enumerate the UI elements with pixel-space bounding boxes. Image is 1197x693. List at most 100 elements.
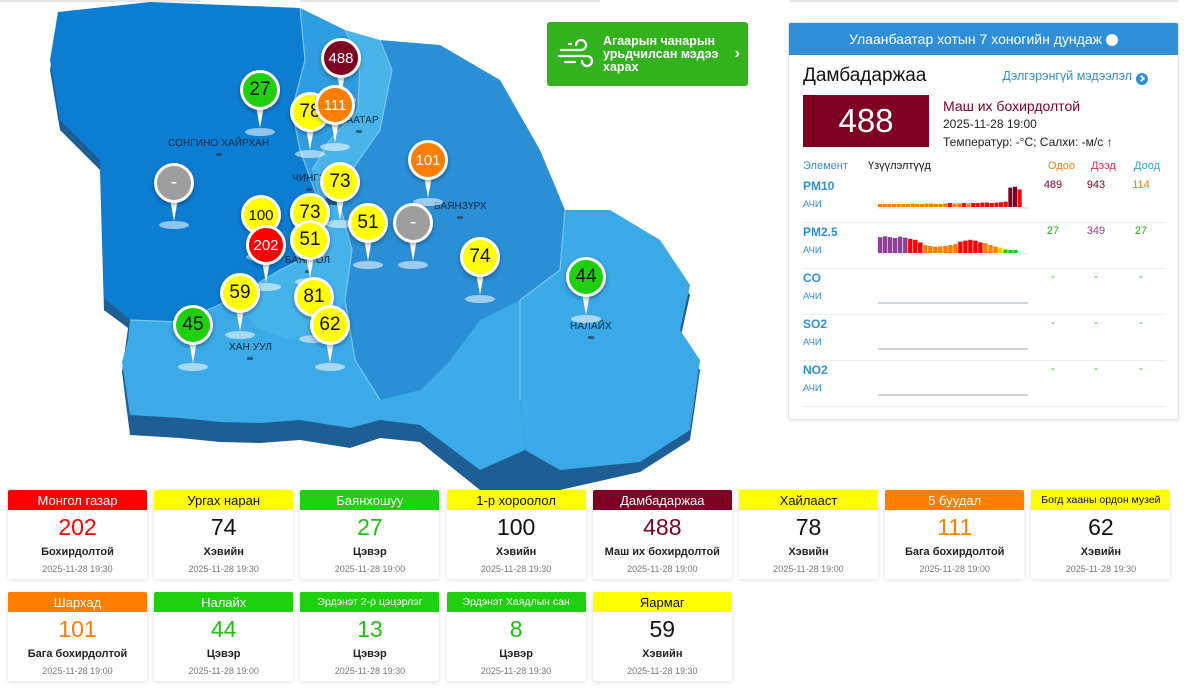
more-info-link[interactable]: Дэлгэрэнгүй мэдээлэл bbox=[1002, 69, 1148, 85]
pollutant-name: CO bbox=[803, 271, 821, 285]
pollutant-table: Элемент Үзүүлэлтүүд Одоо Дээд Доод PM10 А… bbox=[803, 159, 1166, 407]
station-card[interactable]: Яармаг 59 Хэвийн 2025-11-28 19:30 bbox=[592, 592, 732, 681]
station-card[interactable]: 1-р хороолол 100 Хэвийн 2025-11-28 19:30 bbox=[446, 490, 586, 579]
pin-tail bbox=[476, 273, 484, 295]
station-pin[interactable]: - bbox=[154, 163, 194, 233]
station-card-level: Хэвийн bbox=[642, 648, 683, 660]
station-card[interactable]: 5 буудал 111 Бага бохирдолтой 2025-11-28 19… bbox=[885, 490, 1025, 579]
pin-shadow bbox=[325, 220, 355, 228]
station-card-value: 111 bbox=[937, 514, 973, 540]
pin-value: 51 bbox=[348, 203, 388, 243]
station-card-date: 2025-11-28 19:30 bbox=[480, 564, 552, 574]
pin-value: - bbox=[154, 163, 194, 203]
station-pin[interactable]: 73 bbox=[320, 162, 360, 232]
station-pin[interactable]: 27 bbox=[240, 70, 280, 140]
pollutant-now: - bbox=[1051, 271, 1055, 283]
forecast-button[interactable]: Агаарын чанарын урьдчилсан мэдээ харах › bbox=[547, 22, 748, 86]
station-detail-panel: Улаанбаатар хотын 7 хоногийн дундаж Дамб… bbox=[788, 22, 1179, 420]
station-card-date: 2025-11-28 19:00 bbox=[627, 564, 698, 574]
station-card-date: 2025-11-28 19:00 bbox=[188, 666, 259, 676]
station-pin[interactable]: - bbox=[393, 203, 433, 273]
station-pin[interactable]: 51 bbox=[348, 203, 388, 273]
pin-shadow bbox=[353, 261, 383, 269]
station-card[interactable]: Баянхошуу 27 Цэвэр 2025-11-28 19:00 bbox=[300, 490, 440, 579]
station-card-value: 101 bbox=[58, 616, 97, 642]
station-card[interactable]: Ургах наран 74 Хэвийн 2025-11-28 19:30 bbox=[154, 490, 294, 579]
pollutant-sparkline bbox=[878, 394, 1028, 396]
pollutant-min: 27 bbox=[1134, 225, 1148, 237]
station-card-value: 202 bbox=[58, 514, 97, 540]
station-card[interactable]: Эрдэнэт Хаядлын сан 8 Цэвэр 2025-11-28 19:3… bbox=[446, 592, 586, 681]
ulaanbaatar-map[interactable]: СОНГИНО ХАЙРХАН ЧИНГЭ БААТАР БАЯНЗҮРХ БА… bbox=[0, 0, 780, 490]
pin-tail bbox=[326, 341, 334, 363]
station-pin[interactable]: 202 bbox=[246, 225, 286, 295]
pollutant-max: 349 bbox=[1086, 225, 1106, 237]
station-card-date: 2025-11-28 19:00 bbox=[42, 666, 113, 676]
pollutant-sparkline bbox=[878, 186, 1028, 209]
station-pin[interactable]: 45 bbox=[173, 305, 213, 375]
station-card[interactable]: Эрдэнэт 2-р цэцэрлэг 13 Цэвэр 2025-11-28 19… bbox=[300, 592, 440, 681]
station-card-date: 2025-11-28 19:30 bbox=[42, 564, 113, 574]
station-card[interactable]: Хайлааст 78 Хэвийн 2025-11-28 19:00 bbox=[739, 490, 878, 579]
district-label-nalaikh: НАЛАЙХ bbox=[570, 321, 612, 339]
pollutant-sparkline bbox=[878, 302, 1028, 304]
station-pin[interactable]: 111 bbox=[315, 85, 355, 155]
station-card[interactable]: Дамбадаржаа 488 Маш их бохирдолтой 2025-11-… bbox=[592, 490, 732, 579]
station-card-level: Бага бохирдолтой bbox=[904, 546, 1005, 558]
col-now: Одоо bbox=[1048, 160, 1075, 172]
station-card-date: 2025-11-28 19:30 bbox=[480, 666, 552, 676]
pollutant-unit: АЧИ bbox=[803, 337, 822, 348]
station-card-level: Маш их бохирдолтой bbox=[604, 546, 720, 558]
pin-tail bbox=[364, 239, 372, 261]
pin-tail bbox=[306, 256, 314, 278]
station-card-value: 59 bbox=[649, 616, 676, 642]
pollutant-name: PM10 bbox=[803, 179, 835, 193]
station-pin[interactable]: 62 bbox=[310, 305, 350, 375]
pollutant-row: SO2 АЧИ - - - bbox=[803, 315, 1166, 361]
pin-value: 73 bbox=[320, 162, 360, 202]
top-divider bbox=[0, 0, 1197, 4]
aqi-value-box: 488 bbox=[803, 95, 929, 147]
pin-tail bbox=[189, 341, 197, 363]
pollutant-unit: АЧИ bbox=[803, 291, 822, 302]
pollutant-row: CO АЧИ - - - bbox=[803, 269, 1166, 315]
pin-shadow bbox=[159, 221, 189, 229]
pin-value: 45 bbox=[173, 305, 213, 345]
pin-value: 27 bbox=[240, 70, 280, 110]
pollutant-max: - bbox=[1094, 363, 1098, 375]
chevron-right-icon: › bbox=[734, 45, 740, 62]
weekly-average-header[interactable]: Улаанбаатар хотын 7 хоногийн дундаж bbox=[789, 23, 1178, 55]
station-card-date: 2025-11-28 19:30 bbox=[188, 564, 259, 574]
station-card[interactable]: Шархад 101 Бага бохирдолтой 2025-11-28 19:0… bbox=[8, 592, 147, 681]
station-name: Дамбадаржаа bbox=[803, 65, 927, 86]
more-info-label: Дэлгэрэнгүй мэдээлэл bbox=[1002, 69, 1132, 83]
station-card-title: Эрдэнэт Хаядлын сан bbox=[446, 592, 586, 612]
station-pin[interactable]: 59 bbox=[220, 273, 260, 343]
station-card-title: 1-р хороолол bbox=[446, 490, 586, 510]
station-card-level: Бохирдолтой bbox=[41, 546, 114, 558]
pollutant-now: - bbox=[1051, 317, 1055, 329]
station-pin[interactable]: 74 bbox=[460, 237, 500, 307]
station-card-level: Хэвийн bbox=[788, 546, 829, 558]
district-label-songinokhairkhan: СОНГИНО ХАЙРХАН bbox=[168, 138, 269, 156]
station-pin[interactable]: 100 bbox=[241, 195, 281, 265]
arrow-circle-icon bbox=[1136, 72, 1148, 85]
station-card[interactable]: Налайх 44 Цэвэр 2025-11-28 19:00 bbox=[154, 592, 294, 681]
station-card-level: Цэвэр bbox=[206, 648, 241, 660]
station-card-title: Монгол газар bbox=[8, 490, 147, 510]
pollutant-sparkline bbox=[878, 236, 1028, 255]
wind-icon bbox=[557, 38, 594, 68]
station-card[interactable]: Монгол газар 202 Бохирдолтой 2025-11-28 19:… bbox=[8, 490, 147, 579]
pin-value: 44 bbox=[566, 257, 606, 297]
station-card-title: Шархад bbox=[8, 592, 147, 612]
aqi-datetime: 2025-11-28 19:00 bbox=[943, 117, 1037, 131]
pin-shadow bbox=[465, 295, 495, 303]
station-card-value: 488 bbox=[643, 514, 682, 540]
station-pin[interactable]: 44 bbox=[566, 257, 606, 327]
district-label-khanuul: ХАН УУЛ bbox=[229, 342, 272, 360]
station-card[interactable]: Богд хааны ордон музей 62 Хэвийн 2025-11-28… bbox=[1031, 490, 1171, 579]
pin-shadow bbox=[571, 315, 601, 323]
pollutant-unit: АЧИ bbox=[803, 245, 822, 256]
station-pin[interactable]: 101 bbox=[408, 140, 448, 210]
